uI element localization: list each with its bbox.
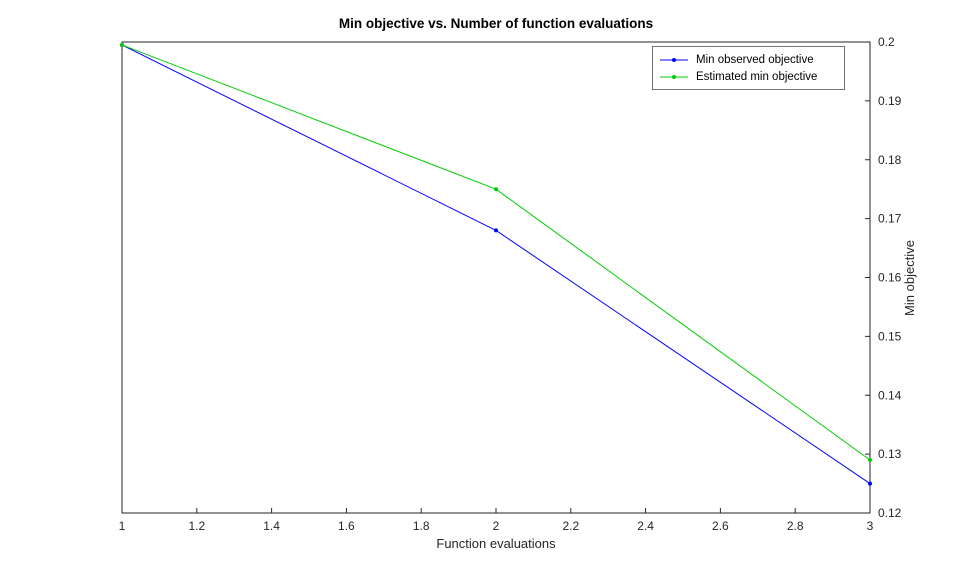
y-axis-label: Min objective	[902, 240, 917, 316]
data-point-marker	[494, 228, 498, 233]
x-axis-label: Function evaluations	[436, 536, 556, 551]
series-line	[121, 44, 871, 461]
legend-item-estimated-min: Estimated min objective	[659, 68, 838, 85]
legend-line-min-observed-icon	[660, 57, 688, 62]
x-tick-label: 1.4	[263, 519, 280, 533]
x-tick-label: 2.6	[712, 519, 729, 533]
y-tick-label: 0.16	[878, 271, 902, 285]
y-tick-label: 0.13	[878, 447, 902, 461]
x-tick-label: 2	[493, 519, 500, 533]
y-tick-label: 0.15	[878, 329, 902, 343]
legend-label-min-observed: Min observed objective	[696, 53, 814, 66]
x-tick-label: 1.8	[413, 519, 430, 533]
y-tick-label: 0.18	[878, 153, 902, 167]
y-tick-label: 0.12	[878, 506, 902, 520]
legend-line-estimated-min-icon	[660, 74, 688, 79]
x-tick-label: 2.2	[562, 519, 579, 533]
x-tick-label: 2.4	[637, 519, 654, 533]
legend-label-estimated-min: Estimated min objective	[696, 70, 818, 83]
x-tick-label: 1.2	[188, 519, 205, 533]
legend-item-min-observed: Min observed objective	[659, 51, 838, 68]
x-tick-label: 1.6	[338, 519, 355, 533]
data-point-marker	[868, 481, 872, 486]
series-group	[120, 42, 872, 486]
y-tick-label: 0.2	[878, 35, 895, 49]
data-point-marker	[494, 187, 498, 192]
series-line	[121, 44, 871, 484]
y-tick-label: 0.19	[878, 94, 902, 108]
y-ticks-group: 0.12 0.13 0.14 0.15 0.16 0.17 0.18 0.19 0.2	[865, 35, 902, 520]
data-point-marker	[120, 42, 124, 47]
y-tick-label: 0.17	[878, 212, 902, 226]
chart-title: Min objective vs. Number of function eva…	[338, 16, 654, 31]
data-point-marker	[868, 458, 872, 463]
legend: Min observed objective Estimated min obj…	[652, 46, 845, 90]
x-tick-label: 1	[119, 519, 126, 533]
x-tick-label: 2.8	[787, 519, 804, 533]
axes-box-group	[121, 41, 871, 514]
y-tick-label: 0.14	[878, 388, 902, 402]
axes-box	[121, 41, 871, 514]
x-tick-label: 3	[867, 519, 874, 533]
x-ticks-group: 1 1.2 1.4 1.6 1.8 2 2.2 2.4 2.6 2.8 3	[119, 508, 874, 533]
